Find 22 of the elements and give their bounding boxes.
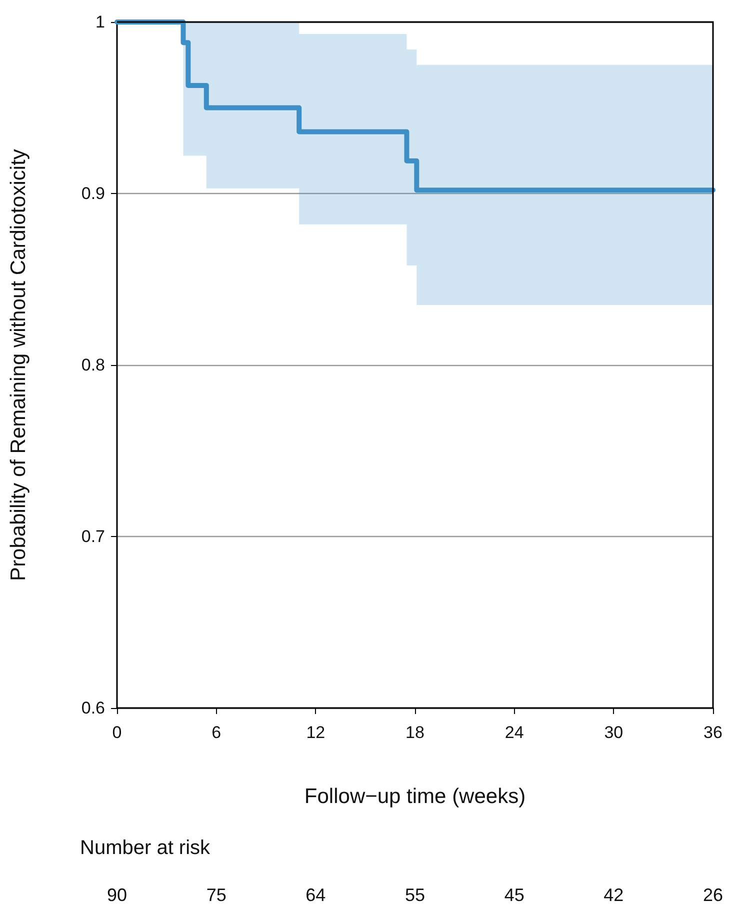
x-tick-label: 30: [604, 723, 624, 742]
x-tick-label: 18: [406, 723, 424, 742]
x-tick-label: 6: [212, 723, 222, 742]
y-tick-label: 0.9: [81, 184, 105, 203]
text: Number at risk: [80, 837, 212, 859]
y-tick-label: 0.7: [81, 527, 105, 546]
text: 42: [604, 885, 624, 905]
x-tick-label: 0: [112, 723, 122, 742]
y-tick-label: 0.6: [81, 698, 105, 718]
text: 55: [404, 885, 426, 905]
x-tick-label: 36: [704, 723, 722, 742]
y-axis-title: Probability of Remaining without Cardiotoxicity: [7, 148, 30, 581]
text: 75: [206, 885, 226, 905]
y-tick-label: 0.8: [81, 356, 105, 374]
text: 26: [702, 885, 724, 905]
x-tick-label: 12: [306, 723, 326, 742]
x-axis-title: Follow−up time (weeks): [304, 785, 526, 808]
y-tick-label: 1: [96, 12, 105, 32]
text: 64: [306, 885, 326, 905]
text: 90: [106, 885, 128, 905]
x-tick-label: 24: [504, 723, 524, 742]
text: 45: [504, 885, 524, 905]
